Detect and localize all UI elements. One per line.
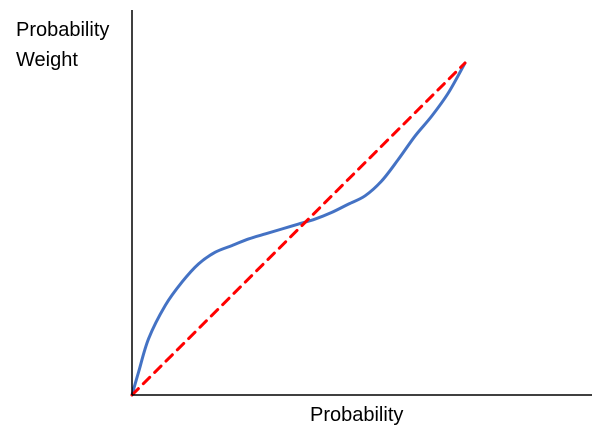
y-axis-label: Probability Weight bbox=[16, 19, 110, 71]
reference-line-series bbox=[130, 61, 467, 397]
plot-area bbox=[130, 61, 467, 397]
x-axis-label: Probability bbox=[310, 404, 404, 426]
weighting-curve-series bbox=[130, 61, 467, 397]
